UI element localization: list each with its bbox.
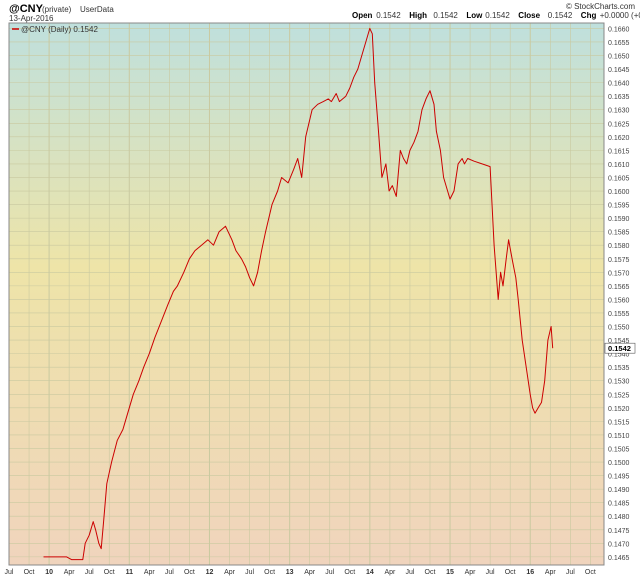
- y-tick-label: 0.1495: [608, 474, 630, 481]
- header-source: UserData: [80, 5, 114, 14]
- y-tick-label: 0.1505: [608, 446, 630, 453]
- ohlc-label-chg: Chg: [581, 11, 597, 20]
- x-tick-label: 10: [45, 569, 53, 576]
- y-tick-label: 0.1475: [608, 528, 630, 535]
- series-layer: [43, 27, 554, 561]
- y-tick-label: 0.1555: [608, 311, 630, 318]
- last-value-label: 0.1542: [608, 344, 631, 353]
- last-value-marker: 0.1542: [604, 342, 636, 354]
- x-tick-label: Jul: [405, 569, 414, 576]
- y-tick-label: 0.1575: [608, 257, 630, 264]
- y-tick-label: 0.1570: [608, 270, 630, 277]
- y-tick-label: 0.1510: [608, 433, 630, 440]
- x-tick-label: Oct: [344, 569, 355, 576]
- ohlc-value-close: 0.1542: [548, 11, 573, 20]
- grid-lines: [8, 23, 604, 565]
- ohlc-value-low: 0.1542: [485, 11, 510, 20]
- ohlc-label-open: Open: [352, 11, 373, 20]
- header-symbol: @CNY: [9, 3, 44, 15]
- y-tick-label: 0.1610: [608, 162, 630, 169]
- y-tick-label: 0.1605: [608, 175, 630, 182]
- x-tick-label: 13: [286, 569, 294, 576]
- y-tick-label: 0.1560: [608, 297, 630, 304]
- x-tick-label: Apr: [545, 569, 557, 576]
- plot-frame: [8, 22, 605, 566]
- y-tick-label: 0.1535: [608, 365, 630, 372]
- y-tick-label: 0.1625: [608, 121, 630, 128]
- plot-background: [9, 23, 604, 565]
- ohlc-label-close: Close: [518, 11, 540, 20]
- y-tick-label: 0.1640: [608, 81, 630, 88]
- y-tick-label: 0.1615: [608, 148, 630, 155]
- x-tick-label: Jul: [486, 569, 495, 576]
- y-tick-label: 0.1645: [608, 67, 630, 74]
- y-tick-label: 0.1630: [608, 108, 630, 115]
- y-tick-label: 0.1490: [608, 487, 630, 494]
- ohlc-label-low: Low: [466, 11, 483, 20]
- y-tick-label: 0.1500: [608, 460, 630, 467]
- x-tick-label: 12: [206, 569, 214, 576]
- x-tick-label: Oct: [425, 569, 436, 576]
- y-tick-label: 0.1650: [608, 54, 630, 61]
- x-tick-label: Apr: [64, 569, 76, 576]
- y-tick-label: 0.1595: [608, 203, 630, 210]
- y-tick-label: 0.1635: [608, 94, 630, 101]
- ohlc-label-high: High: [409, 11, 427, 20]
- x-tick-label: Jul: [85, 569, 94, 576]
- y-tick-label: 0.1545: [608, 338, 630, 345]
- x-tick-label: Apr: [384, 569, 396, 576]
- y-tick-label: 0.1525: [608, 392, 630, 399]
- x-tick-label: 16: [526, 569, 534, 576]
- ohlc-value-high: 0.1542: [433, 11, 458, 20]
- y-tick-label: 0.1590: [608, 216, 630, 223]
- x-tick-label: Apr: [224, 569, 236, 576]
- x-tick-label: Apr: [144, 569, 156, 576]
- y-tick-label: 0.1565: [608, 284, 630, 291]
- x-tick-label: Oct: [24, 569, 35, 576]
- y-tick-label: 0.1660: [608, 26, 630, 33]
- x-axis: Jul Oct 10 Apr Jul Oct 11 Apr Jul Oct 12 Apr Jul Oct 1…: [5, 569, 596, 576]
- ohlc-value-chg: +0.0000 (+0.00%): [600, 11, 640, 20]
- brand-label: © StockCharts.com: [566, 2, 635, 11]
- y-tick-label: 0.1530: [608, 379, 630, 386]
- y-axis: 0.1465 0.1470 0.1475 0.1480 0.1485 0.1490 0.14…: [608, 26, 630, 561]
- x-tick-label: Oct: [264, 569, 275, 576]
- series-line-0: [43, 27, 554, 561]
- ohlc-row: Open 0.1542 High 0.1542 Low 0.1542 Close 0.1542…: [352, 11, 640, 20]
- y-tick-label: 0.1515: [608, 419, 630, 426]
- y-tick-label: 0.1470: [608, 541, 630, 548]
- x-tick-label: Apr: [304, 569, 316, 576]
- x-tick-label: Jul: [245, 569, 254, 576]
- y-tick-label: 0.1485: [608, 501, 630, 508]
- x-tick-label: Oct: [184, 569, 195, 576]
- header-qualifier: (private): [42, 5, 72, 14]
- y-tick-label: 0.1620: [608, 135, 630, 142]
- last-value-box: [604, 342, 636, 354]
- y-tick-label: 0.1480: [608, 514, 630, 521]
- x-tick-label: Oct: [505, 569, 516, 576]
- x-tick-label: Jul: [566, 569, 575, 576]
- x-tick-label: Jul: [165, 569, 174, 576]
- x-tick-label: Jul: [325, 569, 334, 576]
- x-tick-label: Jul: [5, 569, 14, 576]
- x-tick-label: Oct: [104, 569, 115, 576]
- header-date: 13-Apr-2016: [9, 14, 54, 23]
- y-tick-label: 0.1580: [608, 243, 630, 250]
- x-tick-label: 14: [366, 569, 374, 576]
- y-tick-label: 0.1520: [608, 406, 630, 413]
- x-tick-label: 15: [446, 569, 454, 576]
- y-tick-label: 0.1465: [608, 555, 630, 562]
- x-tick-label: 11: [126, 569, 134, 576]
- y-tick-label: 0.1585: [608, 230, 630, 237]
- y-tick-label: 0.1600: [608, 189, 630, 196]
- x-tick-label: Apr: [465, 569, 477, 576]
- legend-label: @CNY (Daily) 0.1542: [21, 25, 98, 34]
- y-tick-label: 0.1550: [608, 325, 630, 332]
- ohlc-value-open: 0.1542: [376, 11, 401, 20]
- y-tick-label: 0.1655: [608, 40, 630, 47]
- x-tick-label: Oct: [585, 569, 596, 576]
- y-tick-label: 0.1540: [608, 352, 630, 359]
